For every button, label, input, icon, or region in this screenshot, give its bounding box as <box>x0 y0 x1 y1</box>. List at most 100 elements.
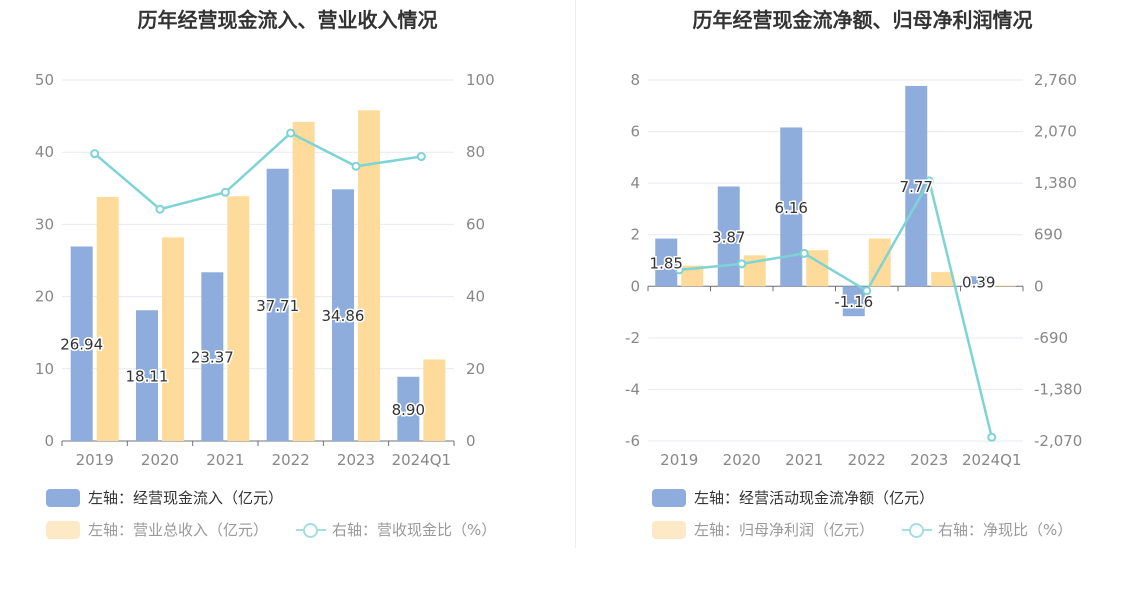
line-point <box>737 259 747 269</box>
x-tick-label: 2024Q1 <box>392 451 452 469</box>
y-tick-label-left: 8 <box>630 71 640 89</box>
bar-primary <box>332 189 354 441</box>
y-tick-label-left: 4 <box>630 174 640 192</box>
y-tick-label-right: -1,380 <box>1034 380 1082 398</box>
legend-item-cash-inflow[interactable]: 左轴：经营现金流入（亿元） <box>46 487 283 508</box>
y-tick-label-right: 20 <box>466 360 485 378</box>
y-tick-label-left: 20 <box>35 288 54 306</box>
y-tick-label-left: 6 <box>630 123 640 141</box>
legend-swatch <box>46 520 80 539</box>
x-tick-label: 2023 <box>910 451 948 469</box>
y-tick-label-left: -4 <box>625 380 640 398</box>
legend-item-revenue[interactable]: 左轴：营业总收入（亿元） <box>46 519 268 540</box>
y-tick-label-left: 0 <box>630 277 640 295</box>
bar-secondary <box>96 196 119 441</box>
bar-primary <box>201 272 224 441</box>
bar-data-label: 6.16 <box>775 199 808 217</box>
y-tick-label-right: 2,760 <box>1034 71 1077 89</box>
line-point <box>155 204 165 214</box>
legend-label: 左轴：经营现金流入（亿元） <box>88 489 284 507</box>
y-tick-label-left: 50 <box>35 71 54 89</box>
bar-data-label: 3.87 <box>712 228 745 246</box>
line-point <box>987 432 997 442</box>
bar-primary <box>967 276 990 287</box>
line-point <box>220 187 230 197</box>
bar-primary <box>905 85 928 287</box>
y-tick-label-left: 2 <box>630 226 640 244</box>
x-tick-label: 2022 <box>272 451 310 469</box>
line-point <box>351 161 361 171</box>
y-tick-label-right: 690 <box>1034 226 1063 244</box>
legend-item-net-profit[interactable]: 左轴：归母净利润（亿元） <box>652 519 874 540</box>
bar-secondary <box>162 237 184 441</box>
legend-item-net-cash-flow[interactable]: 左轴：经营活动现金流净额（亿元） <box>652 487 934 508</box>
bar-data-label: 1.85 <box>650 254 683 272</box>
bar-primary <box>136 310 158 441</box>
chart-title: 历年经营现金流入、营业收入情况 <box>137 8 438 32</box>
line-point <box>90 149 100 159</box>
y-tick-label-left: 40 <box>35 143 54 161</box>
y-tick-label-right: -2,070 <box>1034 432 1082 450</box>
bar-data-label: 23.37 <box>191 349 234 367</box>
panel-divider <box>575 0 576 548</box>
legend-label: 左轴：营业总收入（亿元） <box>88 521 269 539</box>
bar-data-label: 0.39 <box>962 273 995 291</box>
bar-secondary <box>868 238 891 287</box>
line-point <box>924 176 934 186</box>
y-tick-label-right: 0 <box>466 432 476 450</box>
x-tick-label: 2019 <box>76 451 114 469</box>
bar-primary <box>397 376 420 441</box>
bar-data-label: 7.77 <box>900 178 933 196</box>
bar-data-label: 18.11 <box>126 368 169 386</box>
bar-data-label: 8.90 <box>392 401 425 419</box>
legend-label: 左轴：归母净利润（亿元） <box>694 521 875 539</box>
line-point <box>799 248 809 258</box>
y-tick-label-right: 0 <box>1034 277 1044 295</box>
bar-primary <box>780 127 803 287</box>
bar-primary <box>842 286 865 317</box>
bar-secondary <box>931 272 954 287</box>
bar-secondary <box>292 121 315 441</box>
y-tick-label-left: -2 <box>625 329 640 347</box>
line-series <box>679 177 993 438</box>
chart-panel-cash-inflow: 历年经营现金流入、营业收入情况 0 0 10 20 20 40 30 60 40 80 50 100 2… <box>35 8 496 540</box>
bar-primary <box>717 186 740 287</box>
y-tick-label-right: 2,070 <box>1034 123 1077 141</box>
y-tick-label-right: 100 <box>466 71 495 89</box>
chart-panel-net-cash-flow: 历年经营现金流净额、归母净利润情况 -6 -2,070 -4 -1,380 -2 -690… <box>577 0 1148 589</box>
x-tick-label: 2019 <box>660 451 698 469</box>
bar-secondary <box>358 110 380 441</box>
bar-data-label: 26.94 <box>60 336 103 354</box>
legend-item-net-cash-ratio[interactable]: 右轴：净现比（%） <box>902 519 1072 540</box>
y-tick-label-right: 60 <box>466 215 485 233</box>
bar-primary <box>70 246 93 441</box>
x-tick-label: 2023 <box>337 451 375 469</box>
bar-secondary <box>423 359 446 441</box>
y-tick-label-left: 30 <box>35 215 54 233</box>
bar-primary <box>655 238 678 287</box>
legend-line-swatch <box>902 521 932 539</box>
y-tick-label-left: 0 <box>44 432 54 450</box>
legend-label: 右轴：净现比（%） <box>938 521 1073 539</box>
legend-item-revenue-cash-ratio[interactable]: 右轴：营收现金比（%） <box>296 519 496 540</box>
x-tick-label: 2020 <box>141 451 179 469</box>
bar-data-label: 37.71 <box>256 297 299 315</box>
bar-data-label: 34.86 <box>322 307 365 325</box>
y-tick-label-left: 10 <box>35 360 54 378</box>
legend-swatch <box>46 488 80 507</box>
line-point <box>674 265 684 275</box>
legend-label: 右轴：营收现金比（%） <box>332 521 497 539</box>
chart-title: 历年经营现金流净额、归母净利润情况 <box>692 8 1033 32</box>
legend-swatch <box>652 520 686 539</box>
x-tick-label: 2022 <box>848 451 886 469</box>
x-tick-label: 2024Q1 <box>962 451 1022 469</box>
bar-secondary <box>993 285 1016 287</box>
x-tick-label: 2021 <box>785 451 823 469</box>
bar-secondary <box>227 196 250 441</box>
line-point <box>286 128 296 138</box>
line-point <box>862 286 872 296</box>
legend-line-swatch <box>296 521 326 539</box>
y-tick-label-right: 80 <box>466 143 485 161</box>
x-tick-label: 2021 <box>206 451 244 469</box>
